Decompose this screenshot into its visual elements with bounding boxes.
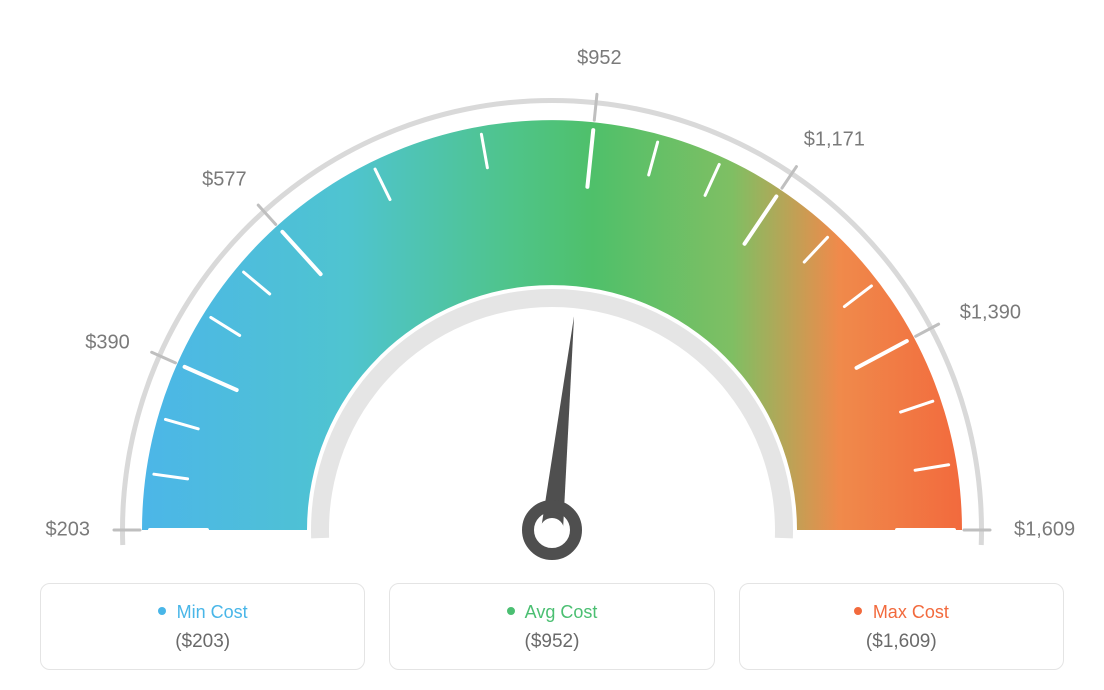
legend-avg-dot-icon	[507, 607, 515, 615]
legend-avg-card: Avg Cost ($952)	[389, 583, 714, 670]
gauge-tick-label: $1,171	[804, 128, 865, 151]
gauge-tick-label: $390	[85, 331, 130, 354]
legend-max-dot-icon	[854, 607, 862, 615]
legend-min-card: Min Cost ($203)	[40, 583, 365, 670]
legend-avg-title: Avg Cost	[400, 602, 703, 623]
gauge-tick-label: $203	[46, 519, 91, 542]
legend-max-title-text: Max Cost	[873, 602, 949, 622]
gauge-tick-label: $952	[577, 47, 622, 70]
legend-max-card: Max Cost ($1,609)	[739, 583, 1064, 670]
legend-min-dot-icon	[158, 607, 166, 615]
gauge-svg	[0, 0, 1104, 560]
gauge-tick-label: $1,390	[960, 301, 1021, 324]
gauge-chart	[0, 0, 1104, 560]
legend-row: Min Cost ($203) Avg Cost ($952) Max Cost…	[40, 583, 1064, 670]
cost-gauge-widget: Min Cost ($203) Avg Cost ($952) Max Cost…	[0, 0, 1104, 690]
legend-avg-value: ($952)	[400, 631, 703, 653]
legend-min-title: Min Cost	[51, 602, 354, 623]
legend-avg-title-text: Avg Cost	[525, 602, 598, 622]
legend-min-value: ($203)	[51, 631, 354, 653]
legend-max-title: Max Cost	[750, 602, 1053, 623]
gauge-tick-label: $1,609	[1014, 519, 1075, 542]
gauge-tick-label: $577	[202, 169, 247, 192]
legend-min-title-text: Min Cost	[177, 602, 248, 622]
legend-max-value: ($1,609)	[750, 631, 1053, 653]
